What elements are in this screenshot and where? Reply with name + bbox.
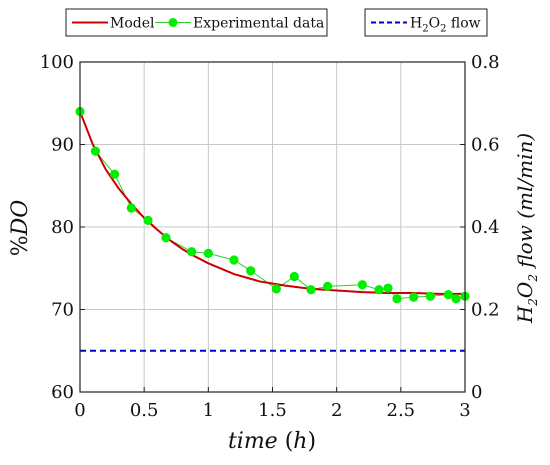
x-tick-label: 2 [331, 400, 342, 421]
experimental-point [271, 284, 281, 294]
experimental-point [143, 215, 153, 225]
experimental-point [126, 203, 136, 213]
ticks: 0 0.5 1 1.5 2 2.5 3 60 70 80 90 100 0 0.2 0.4 0.6 0.8 [40, 52, 500, 421]
legend-exp-label: Experimental data [193, 16, 324, 32]
experimental-point [323, 281, 333, 291]
x-tick-label: 0 [74, 400, 85, 421]
legend-flow: H2O2 flow [364, 8, 488, 37]
y-left-tick-label: 60 [51, 382, 74, 403]
y-left-tick-label: 90 [51, 135, 74, 156]
legend-main: Model Experimental data [65, 8, 328, 37]
y-right-tick-label: 0.8 [471, 52, 500, 73]
experimental-point [161, 233, 171, 243]
y-right-tick-label: 0.2 [471, 300, 500, 321]
y-axis-right-label: H2O2 flow (ml/min) [513, 133, 540, 324]
model-layer [75, 106, 470, 304]
experimental-point [187, 247, 197, 257]
y-left-tick-label: 100 [40, 52, 74, 73]
x-tick-label: 1.5 [258, 400, 287, 421]
experimental-point [383, 283, 393, 293]
experimental-point [357, 280, 367, 290]
x-tick-label: 0.5 [130, 400, 159, 421]
legend-flow-box [364, 8, 488, 37]
y-right-tick-label: 0 [471, 382, 482, 403]
y-right-tick-label: 0.4 [471, 217, 500, 238]
x-tick-label: 3 [459, 400, 470, 421]
experimental-point [374, 285, 384, 295]
y-left-tick-label: 70 [51, 300, 74, 321]
experimental-point [289, 271, 299, 282]
y-axis-left-label: %DO [8, 200, 33, 257]
legend-flow-label: H2O2 flow [410, 16, 481, 35]
x-axis-label: time (h) [228, 429, 316, 454]
experimental-point [306, 285, 316, 295]
x-tick-label: 1 [203, 400, 214, 421]
legend-exp-swatch-marker [168, 18, 178, 27]
experimental-point [90, 146, 100, 156]
experimental-point [246, 266, 256, 276]
experimental-point [443, 290, 453, 300]
legend-main-box [65, 8, 328, 37]
y-left-tick-label: 80 [51, 217, 74, 238]
grid [79, 61, 466, 393]
experimental-point [203, 248, 213, 258]
experimental-point [392, 294, 402, 304]
x-tick-label: 2.5 [387, 400, 416, 421]
experimental-point [229, 255, 239, 265]
experimental-point [110, 169, 120, 179]
experimental-point [425, 291, 435, 301]
experimental-point [451, 294, 461, 304]
y-right-tick-label: 0.6 [471, 135, 500, 156]
experimental-point [409, 292, 419, 302]
legend-model-label: Model [110, 16, 155, 32]
